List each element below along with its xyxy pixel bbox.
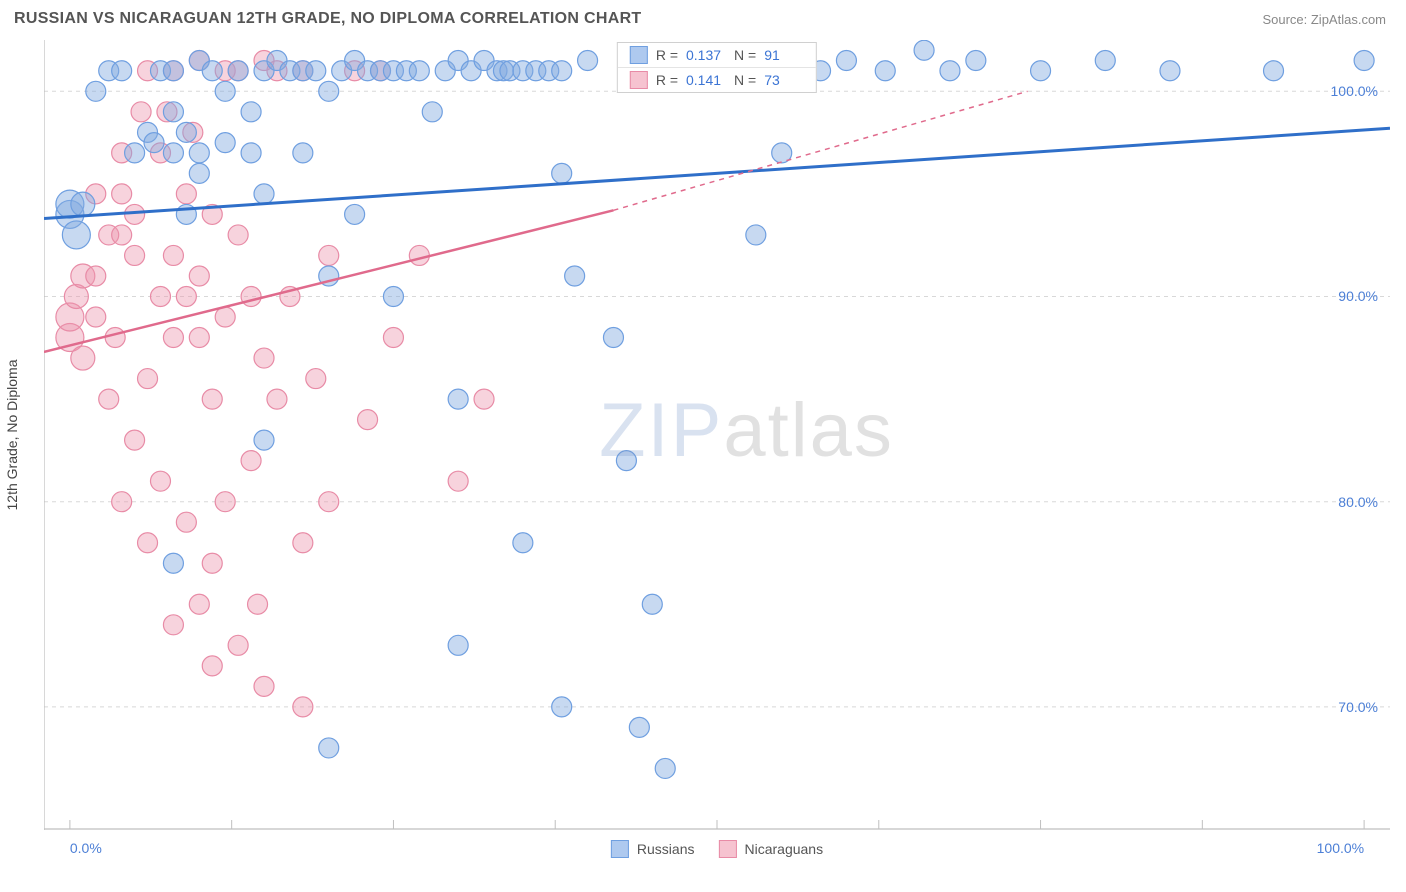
chart-title: RUSSIAN VS NICARAGUAN 12TH GRADE, NO DIP… bbox=[14, 10, 642, 28]
source-label: Source: ZipAtlas.com bbox=[1262, 12, 1386, 27]
legend-row: R = 0.141 N = 73 bbox=[618, 68, 816, 92]
legend-item: Russians bbox=[611, 840, 695, 858]
x-tick-label: 100.0% bbox=[1317, 840, 1364, 856]
legend-swatch bbox=[630, 46, 648, 64]
legend-swatch bbox=[611, 840, 629, 858]
y-tick-label: 90.0% bbox=[1338, 288, 1378, 304]
chart-area: 12th Grade, No Diploma ZIPatlas R =0.137… bbox=[44, 40, 1390, 830]
y-tick-label: 70.0% bbox=[1338, 699, 1378, 715]
scatter-plot bbox=[44, 40, 1390, 830]
y-axis-label: 12th Grade, No Diploma bbox=[4, 360, 20, 511]
legend-label: Nicaraguans bbox=[744, 841, 823, 857]
legend-n-value: 73 bbox=[764, 72, 804, 88]
legend-r-value: 0.141 bbox=[686, 72, 726, 88]
legend-row: R = 0.137 N = 91 bbox=[618, 43, 816, 68]
legend-n-value: 91 bbox=[764, 47, 804, 63]
correlation-legend: R = 0.137 N = 91 R = 0.141 N = 73 bbox=[617, 42, 817, 93]
legend-label: Russians bbox=[637, 841, 695, 857]
legend-item: Nicaraguans bbox=[718, 840, 823, 858]
x-tick-label: 0.0% bbox=[70, 840, 102, 856]
legend-r-label: R = bbox=[656, 47, 678, 63]
y-tick-label: 80.0% bbox=[1338, 494, 1378, 510]
legend-n-label: N = bbox=[734, 72, 756, 88]
legend-n-label: N = bbox=[734, 47, 756, 63]
series-legend: Russians Nicaraguans bbox=[611, 840, 823, 858]
legend-swatch bbox=[630, 71, 648, 89]
legend-r-label: R = bbox=[656, 72, 678, 88]
y-tick-label: 100.0% bbox=[1331, 83, 1378, 99]
legend-r-value: 0.137 bbox=[686, 47, 726, 63]
legend-swatch bbox=[718, 840, 736, 858]
